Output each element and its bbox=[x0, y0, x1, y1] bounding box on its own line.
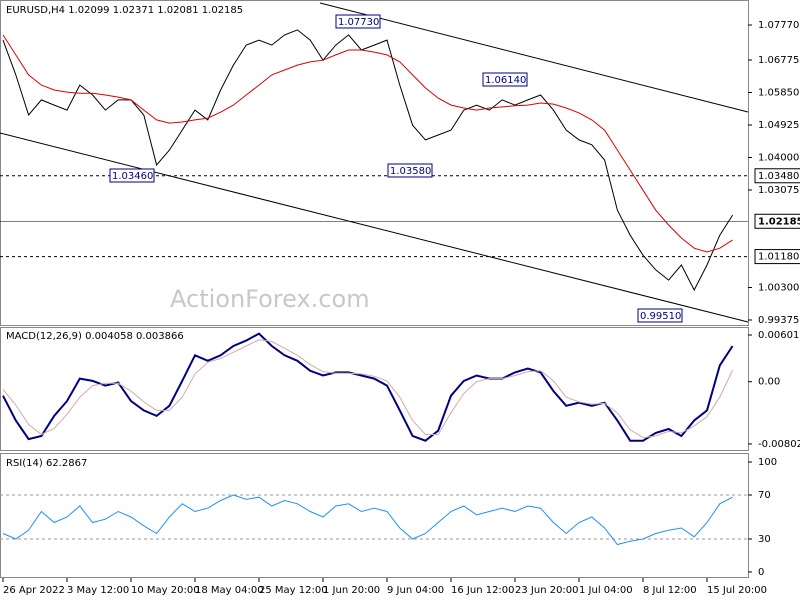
channel-lower bbox=[0, 132, 749, 323]
y-tick-label: 0 bbox=[758, 567, 764, 578]
series-line bbox=[2, 339, 734, 439]
annotation-box bbox=[637, 308, 683, 323]
rsi-title: RSI(14) 62.2867 bbox=[6, 458, 87, 469]
x-tick-label: 16 Jun 12:00 bbox=[451, 585, 515, 596]
y-tick-label: -0.00802 bbox=[758, 439, 800, 450]
level-label: 1.02185 bbox=[758, 216, 800, 227]
annotation: 1.03460 bbox=[112, 171, 153, 182]
y-tick-label: 1.04925 bbox=[758, 120, 799, 131]
macd-title: MACD(12,26,9) 0.004058 0.003866 bbox=[6, 331, 184, 342]
x-tick-label: 15 Jul 20:00 bbox=[707, 585, 767, 596]
level-box bbox=[754, 168, 800, 184]
series-line bbox=[2, 34, 733, 253]
x-tick-label: 9 Jun 04:00 bbox=[387, 585, 444, 596]
watermark: ActionForex.com bbox=[170, 285, 370, 313]
annotation: 0.99510 bbox=[640, 311, 681, 322]
annotation: 1.07730 bbox=[338, 17, 379, 28]
x-tick-label: 10 May 20:00 bbox=[131, 585, 200, 596]
macd-panel bbox=[0, 327, 749, 451]
y-tick-label: 1.04000 bbox=[758, 152, 799, 163]
y-tick-label: 70 bbox=[758, 490, 771, 501]
rsi-panel bbox=[0, 453, 749, 578]
price-panel bbox=[0, 0, 749, 326]
series-line bbox=[2, 332, 734, 442]
price-title: EURUSD,H4 1.02099 1.02371 1.02081 1.0218… bbox=[6, 5, 243, 16]
y-tick-label: 0.99375 bbox=[758, 315, 799, 326]
y-tick-label: 0.00 bbox=[758, 377, 780, 388]
x-tick-label: 26 Apr 2022 bbox=[3, 585, 65, 596]
annotation-box bbox=[109, 168, 155, 183]
y-tick-label: 1.00300 bbox=[758, 283, 799, 294]
y-tick-label: 0.006018 bbox=[758, 330, 800, 341]
annotation-box bbox=[335, 14, 381, 29]
channel-upper bbox=[319, 2, 749, 113]
level-label: 1.01180 bbox=[758, 252, 799, 263]
y-tick-label: 1.05850 bbox=[758, 87, 799, 98]
y-tick-label: 1.06775 bbox=[758, 55, 799, 66]
x-tick-label: 23 Jun 20:00 bbox=[515, 585, 579, 596]
x-tick-label: 18 May 04:00 bbox=[195, 585, 264, 596]
level-box bbox=[754, 249, 800, 265]
y-tick-label: 30 bbox=[758, 534, 771, 545]
x-tick-label: 1 Jul 04:00 bbox=[579, 585, 633, 596]
x-tick-label: 8 Jul 12:00 bbox=[643, 585, 697, 596]
series-line bbox=[2, 29, 734, 292]
annotation: 1.06140 bbox=[485, 75, 526, 86]
level-label: 1.03480 bbox=[758, 171, 799, 182]
annotation-box bbox=[387, 163, 433, 178]
annotation-box bbox=[482, 72, 528, 87]
y-tick-label: 1.03075 bbox=[758, 185, 799, 196]
x-tick-label: 25 May 12:00 bbox=[259, 585, 328, 596]
x-tick-label: 1 Jun 20:00 bbox=[323, 585, 380, 596]
y-tick-label: 1.07770 bbox=[758, 20, 799, 31]
x-tick-label: 3 May 12:00 bbox=[67, 585, 129, 596]
series-line bbox=[2, 494, 733, 546]
level-box bbox=[754, 213, 800, 229]
annotation: 1.03580 bbox=[390, 166, 431, 177]
y-tick-label: 100 bbox=[758, 457, 777, 468]
